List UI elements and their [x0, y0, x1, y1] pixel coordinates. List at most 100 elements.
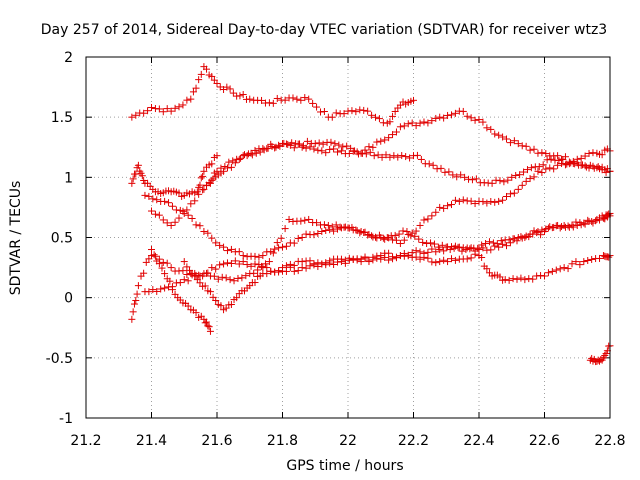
- data-point: [250, 269, 258, 277]
- data-point: [208, 264, 216, 272]
- data-point: [132, 170, 140, 178]
- data-point: [508, 173, 516, 181]
- data-point: [535, 163, 543, 171]
- data-point: [261, 260, 269, 268]
- data-point: [213, 152, 221, 160]
- x-tick-label: 21.4: [136, 433, 167, 449]
- x-axis-label: GPS time / hours: [286, 458, 403, 474]
- data-point: [558, 222, 566, 230]
- data-point: [478, 253, 486, 261]
- data-point: [596, 254, 604, 262]
- data-point: [429, 161, 437, 169]
- data-point: [372, 113, 380, 121]
- data-point: [543, 156, 551, 164]
- data-point: [559, 156, 567, 164]
- data-point: [436, 203, 444, 211]
- data-point: [463, 112, 471, 120]
- data-point: [373, 138, 381, 146]
- data-point: [365, 258, 373, 266]
- data-point: [158, 264, 166, 272]
- data-point: [167, 221, 175, 229]
- data-point: [227, 301, 235, 309]
- data-point: [134, 282, 142, 290]
- data-point: [552, 266, 560, 274]
- data-point: [205, 323, 213, 331]
- data-point: [385, 256, 393, 264]
- data-point: [313, 103, 321, 111]
- data-point: [275, 244, 283, 252]
- data-point: [306, 143, 314, 151]
- data-point: [415, 235, 423, 243]
- data-point: [413, 151, 421, 159]
- data-point: [518, 181, 526, 189]
- data-point: [327, 138, 335, 146]
- data-point: [293, 95, 301, 103]
- data-point: [382, 151, 390, 159]
- data-point: [236, 92, 244, 100]
- data-point: [223, 259, 231, 267]
- data-point: [237, 154, 245, 162]
- data-point: [459, 107, 467, 115]
- data-point: [471, 247, 479, 255]
- data-point: [263, 264, 271, 272]
- data-point: [171, 218, 179, 226]
- data-point: [444, 111, 452, 119]
- data-point: [356, 106, 364, 114]
- data-point: [155, 260, 163, 268]
- data-point: [386, 118, 394, 126]
- data-point: [523, 166, 531, 174]
- data-point: [322, 226, 330, 234]
- data-point: [322, 149, 330, 157]
- data-point: [385, 134, 393, 142]
- data-point: [398, 152, 406, 160]
- data-point: [238, 274, 246, 282]
- data-point: [239, 91, 247, 99]
- data-point: [251, 279, 259, 287]
- data-point: [526, 230, 534, 238]
- data-point: [128, 113, 136, 121]
- data-point: [588, 255, 596, 263]
- x-tick-label: 22.2: [398, 433, 429, 449]
- data-point: [510, 137, 518, 145]
- data-point: [208, 160, 216, 168]
- data-point: [233, 294, 241, 302]
- data-point: [171, 104, 179, 112]
- data-point: [589, 219, 597, 227]
- data-point: [447, 255, 455, 263]
- data-point: [455, 197, 463, 205]
- data-point: [542, 150, 550, 158]
- data-point: [561, 161, 569, 169]
- data-point: [149, 286, 157, 294]
- data-point: [208, 72, 216, 80]
- data-point: [203, 65, 211, 73]
- data-point: [411, 232, 419, 240]
- data-point: [373, 252, 381, 260]
- data-point: [392, 254, 400, 262]
- data-point: [581, 152, 589, 160]
- data-point: [542, 165, 550, 173]
- data-point: [225, 158, 233, 166]
- data-point: [251, 252, 259, 260]
- data-point: [404, 251, 412, 259]
- data-point: [210, 272, 218, 280]
- data-point: [491, 198, 499, 206]
- data-points: [128, 63, 614, 366]
- data-point: [377, 252, 385, 260]
- data-point: [428, 258, 436, 266]
- data-point: [432, 208, 440, 216]
- data-point: [180, 258, 188, 266]
- data-point: [365, 143, 373, 151]
- data-point: [521, 276, 529, 284]
- data-point: [386, 153, 394, 161]
- data-point: [235, 260, 243, 268]
- data-point: [226, 85, 234, 93]
- data-point: [149, 195, 157, 203]
- data-point: [290, 144, 298, 152]
- data-point: [251, 260, 259, 268]
- data-point: [200, 270, 208, 278]
- data-point: [526, 175, 534, 183]
- data-point: [192, 271, 200, 279]
- x-tick-label: 22: [339, 433, 357, 449]
- data-point: [569, 223, 577, 231]
- data-point: [451, 242, 459, 250]
